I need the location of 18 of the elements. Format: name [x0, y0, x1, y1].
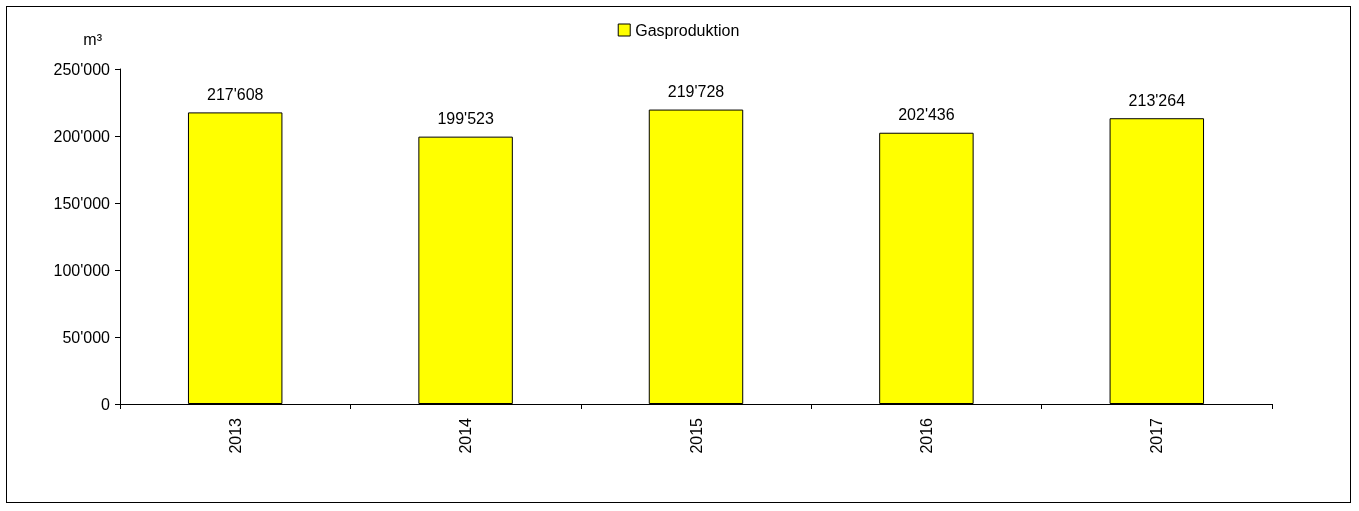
x-tick-label: 2013: [226, 417, 244, 454]
y-tick-label: 50'000: [62, 328, 111, 346]
data-label: 217'608: [206, 85, 264, 103]
data-label: 219'728: [667, 83, 725, 101]
y-tick-label: 250'000: [53, 60, 111, 78]
y-tick-label: 100'000: [53, 261, 111, 279]
y-tick-label: 0: [101, 395, 111, 413]
y-tick-label: 200'000: [53, 127, 111, 145]
x-tick-label: 2017: [1148, 417, 1166, 454]
x-tick-label: 2015: [687, 417, 705, 454]
data-label: 199'523: [437, 110, 494, 128]
y-axis-title: m³: [83, 30, 103, 48]
x-tick-label: 2016: [917, 417, 935, 454]
y-tick-label: 150'000: [53, 194, 111, 212]
data-label: 202'436: [898, 106, 955, 124]
x-tick-label: 2014: [457, 417, 475, 454]
legend-label: Gasproduktion: [635, 21, 740, 39]
data-label: 213'264: [1128, 91, 1186, 109]
